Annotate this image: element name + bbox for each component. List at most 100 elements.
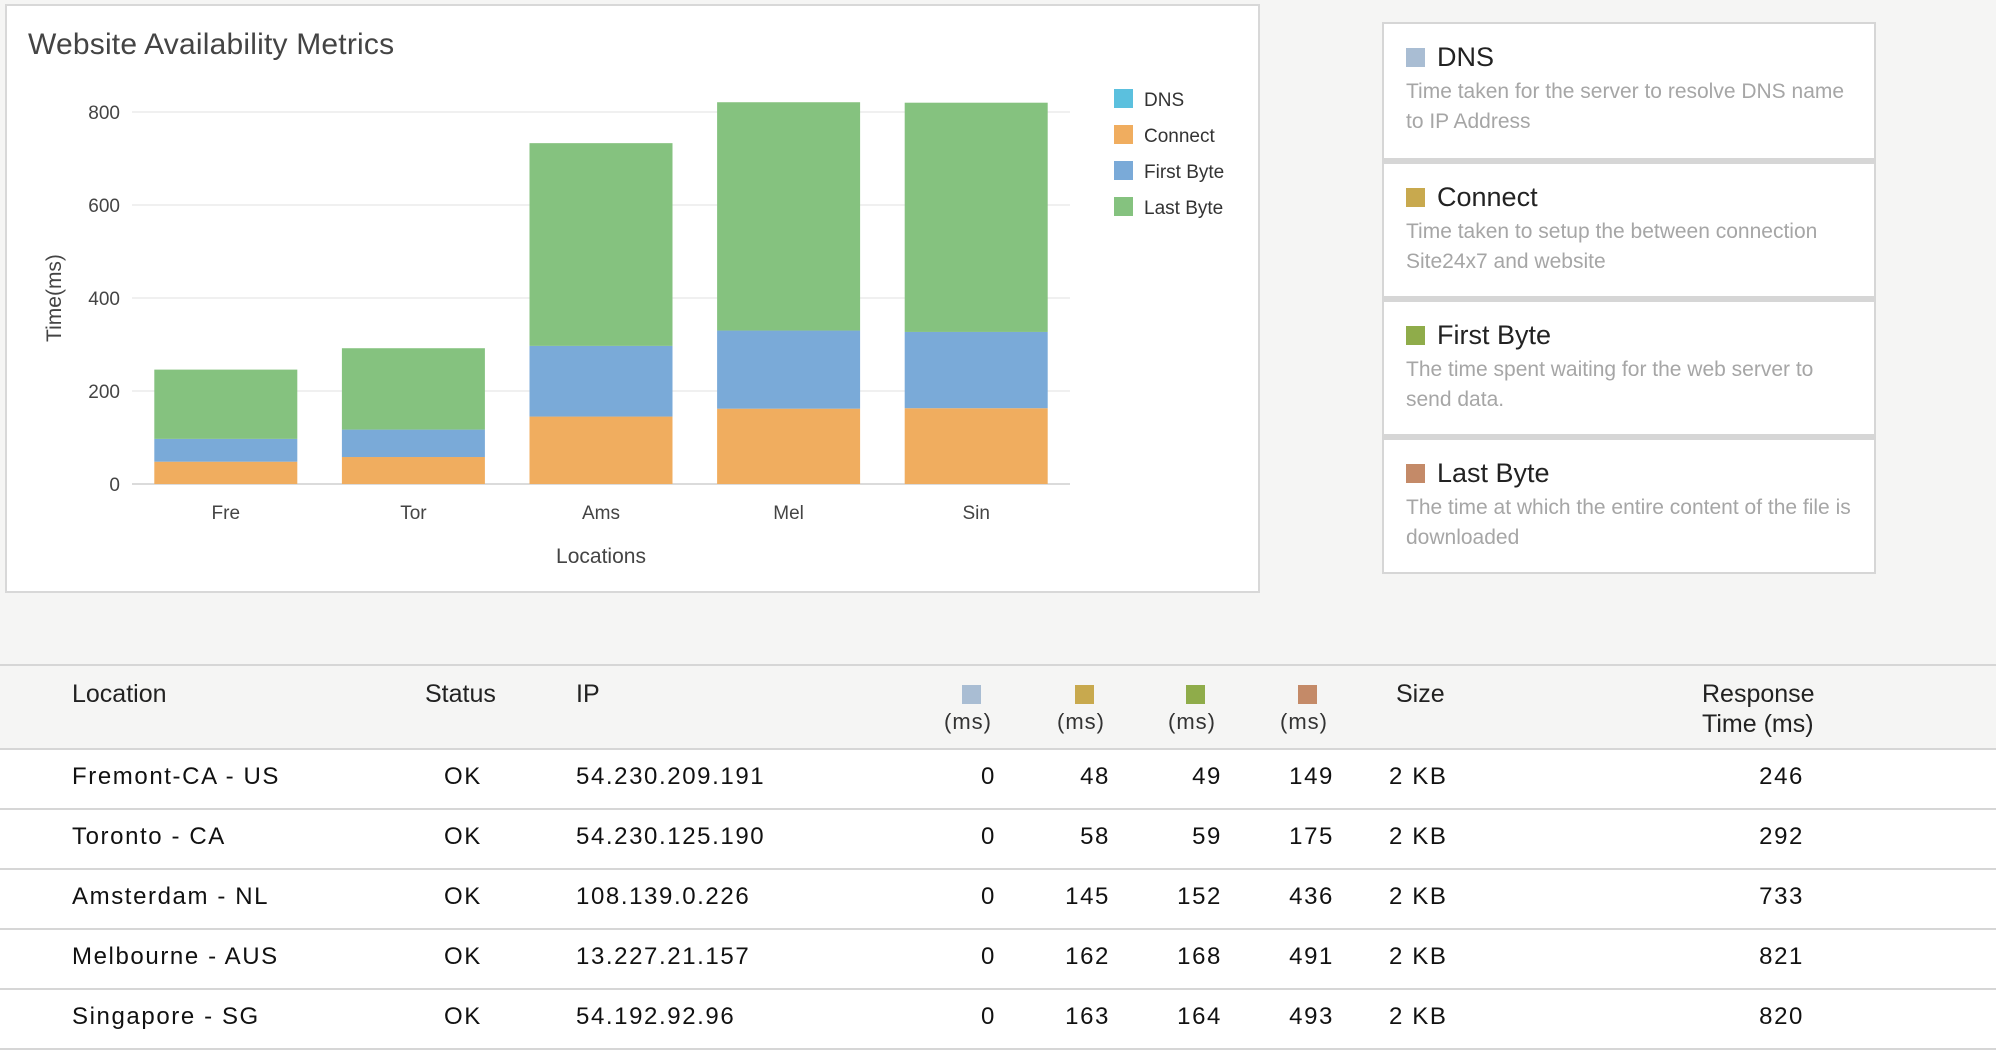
x-tick-label: Sin xyxy=(962,503,989,524)
dns-header-icon xyxy=(962,685,981,704)
legend-swatch-icon xyxy=(1114,89,1133,108)
y-axis-title: Time(ms) xyxy=(43,254,66,342)
cell-last-byte: 436 xyxy=(1289,883,1334,910)
header-response-line1[interactable]: Response xyxy=(1702,680,1815,708)
cell-response: 820 xyxy=(1759,1003,1804,1030)
cell-ip: 54.192.92.96 xyxy=(576,1003,736,1030)
bar-segment-last-byte xyxy=(904,102,1048,332)
legend-swatch-icon xyxy=(1114,197,1133,216)
header-dns-unit: (ms) xyxy=(944,709,992,734)
cell-status: OK xyxy=(444,1003,482,1030)
cell-response: 292 xyxy=(1759,823,1804,850)
cell-first-byte: 49 xyxy=(1192,763,1222,790)
last-byte-header-icon xyxy=(1298,685,1317,704)
cell-connect: 162 xyxy=(1065,943,1110,970)
legend-label: First Byte xyxy=(1144,162,1224,183)
table-row: Singapore - SG OK 54.192.92.96 0 163 164… xyxy=(0,990,1996,1050)
info-card-last-byte: Last Byte The time at which the entire c… xyxy=(1382,436,1876,574)
stacked-bar-chart: 0 200 400 600 800 Fre Tor Ams Mel Sin Locations Tim… xyxy=(43,89,1224,568)
header-ip[interactable]: IP xyxy=(576,680,600,708)
cell-ip: 54.230.209.191 xyxy=(576,763,766,790)
bar-segment-connect xyxy=(341,457,485,484)
cell-dns: 0 xyxy=(981,823,996,850)
legend-label: Connect xyxy=(1144,126,1215,147)
y-tick-label: 600 xyxy=(88,196,120,217)
table-row: Fremont-CA - US OK 54.230.209.191 0 48 4… xyxy=(0,750,1996,810)
metric-info-panel: DNS Time taken for the server to resolve… xyxy=(1382,22,1876,574)
cell-size: 2 KB xyxy=(1389,943,1448,970)
bar-segment-connect xyxy=(529,416,673,484)
cell-response: 733 xyxy=(1759,883,1804,910)
table-row: Toronto - CA OK 54.230.125.190 0 58 59 1… xyxy=(0,810,1996,870)
cell-ip: 108.139.0.226 xyxy=(576,883,751,910)
last-byte-swatch-icon xyxy=(1406,464,1425,483)
cell-connect: 58 xyxy=(1080,823,1110,850)
cell-connect: 163 xyxy=(1065,1003,1110,1030)
bar-segment-first-byte xyxy=(341,429,485,458)
connect-header-icon xyxy=(1075,685,1094,704)
cell-status: OK xyxy=(444,943,482,970)
bar-segment-connect xyxy=(904,408,1048,484)
header-response-line2: Time (ms) xyxy=(1702,710,1814,738)
cell-location: Melbourne - AUS xyxy=(72,943,279,970)
info-card-first-byte: First Byte The time spent waiting for th… xyxy=(1382,298,1876,436)
header-size[interactable]: Size xyxy=(1396,680,1445,708)
bar-segment-first-byte xyxy=(904,331,1048,409)
cell-dns: 0 xyxy=(981,763,996,790)
table-row: Melbourne - AUS OK 13.227.21.157 0 162 1… xyxy=(0,930,1996,990)
cell-ip: 13.227.21.157 xyxy=(576,943,751,970)
cell-location: Amsterdam - NL xyxy=(72,883,270,910)
dns-swatch-icon xyxy=(1406,48,1425,67)
cell-response: 246 xyxy=(1759,763,1804,790)
bar-segment-last-byte xyxy=(717,102,861,331)
cell-connect: 145 xyxy=(1065,883,1110,910)
cell-last-byte: 491 xyxy=(1289,943,1334,970)
x-tick-label: Ams xyxy=(582,503,620,524)
cell-last-byte: 175 xyxy=(1289,823,1334,850)
x-tick-label: Tor xyxy=(400,503,427,524)
cell-size: 2 KB xyxy=(1389,763,1448,790)
header-first-byte-unit: (ms) xyxy=(1168,709,1216,734)
legend-swatch-icon xyxy=(1114,125,1133,144)
y-tick-label: 0 xyxy=(109,475,120,496)
cell-last-byte: 149 xyxy=(1289,763,1334,790)
header-status[interactable]: Status xyxy=(425,680,496,708)
bar-segment-last-byte xyxy=(341,348,485,430)
y-tick-label: 800 xyxy=(88,103,120,124)
cell-first-byte: 168 xyxy=(1177,943,1222,970)
cell-status: OK xyxy=(444,823,482,850)
cell-ip: 54.230.125.190 xyxy=(576,823,766,850)
y-tick-label: 400 xyxy=(88,289,120,310)
info-card-title: First Byte xyxy=(1437,320,1552,350)
first-byte-swatch-icon xyxy=(1406,326,1425,345)
header-connect-unit: (ms) xyxy=(1057,709,1105,734)
cell-response: 821 xyxy=(1759,943,1804,970)
table-row: Amsterdam - NL OK 108.139.0.226 0 145 15… xyxy=(0,870,1996,930)
legend-label: Last Byte xyxy=(1144,198,1223,219)
x-tick-label: Fre xyxy=(212,503,241,524)
chart-title: Website Availability Metrics xyxy=(28,28,395,61)
bar-segment-first-byte xyxy=(717,330,861,409)
cell-location: Fremont-CA - US xyxy=(72,763,281,790)
info-card-title: DNS xyxy=(1437,42,1495,72)
cell-status: OK xyxy=(444,763,482,790)
legend-label: DNS xyxy=(1144,90,1184,111)
chart-card: Website Availability Metrics 0 200 400 600 8… xyxy=(5,4,1260,593)
header-last-byte-unit: (ms) xyxy=(1280,709,1328,734)
x-tick-label: Mel xyxy=(773,503,804,524)
cell-size: 2 KB xyxy=(1389,883,1448,910)
cell-connect: 48 xyxy=(1080,763,1110,790)
bar-segment-first-byte xyxy=(154,438,298,462)
table-header: Location Status IP (ms) (ms) (ms) (ms) S… xyxy=(0,666,1996,750)
header-location[interactable]: Location xyxy=(72,680,167,708)
cell-dns: 0 xyxy=(981,943,996,970)
location-metrics-table: Location Status IP (ms) (ms) (ms) (ms) S… xyxy=(0,664,1996,1050)
info-card-description: Time taken to setup the between connecti… xyxy=(1406,220,1818,273)
info-card-connect: Connect Time taken to setup the between … xyxy=(1382,160,1876,298)
cell-first-byte: 152 xyxy=(1177,883,1222,910)
cell-last-byte: 493 xyxy=(1289,1003,1334,1030)
info-card-description: The time at which the entire content of … xyxy=(1406,496,1851,549)
cell-first-byte: 59 xyxy=(1192,823,1222,850)
bar-segment-first-byte xyxy=(529,345,673,417)
cell-size: 2 KB xyxy=(1389,1003,1448,1030)
